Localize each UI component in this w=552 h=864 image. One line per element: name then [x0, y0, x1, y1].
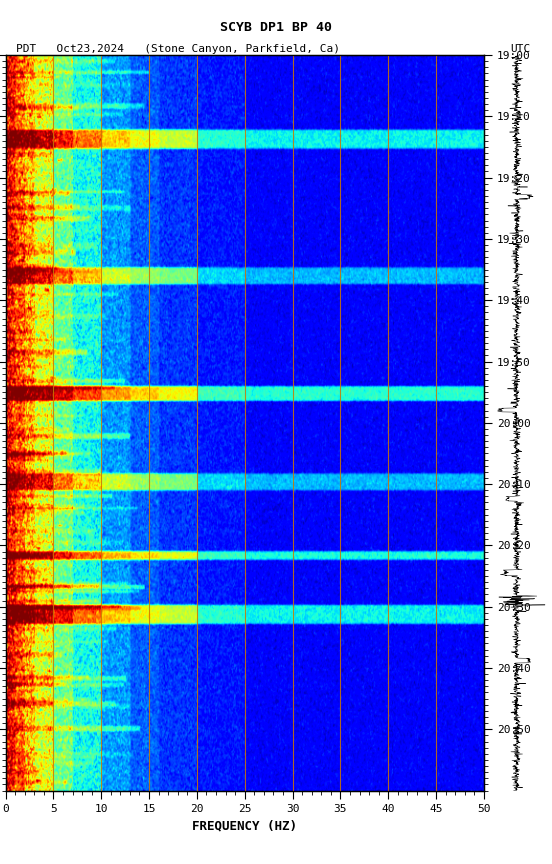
Text: PDT   Oct23,2024   (Stone Canyon, Parkfield, Ca): PDT Oct23,2024 (Stone Canyon, Parkfield,…: [17, 44, 341, 54]
Text: SCYB DP1 BP 40: SCYB DP1 BP 40: [220, 21, 332, 34]
Text: UTC: UTC: [510, 44, 530, 54]
X-axis label: FREQUENCY (HZ): FREQUENCY (HZ): [192, 819, 297, 832]
